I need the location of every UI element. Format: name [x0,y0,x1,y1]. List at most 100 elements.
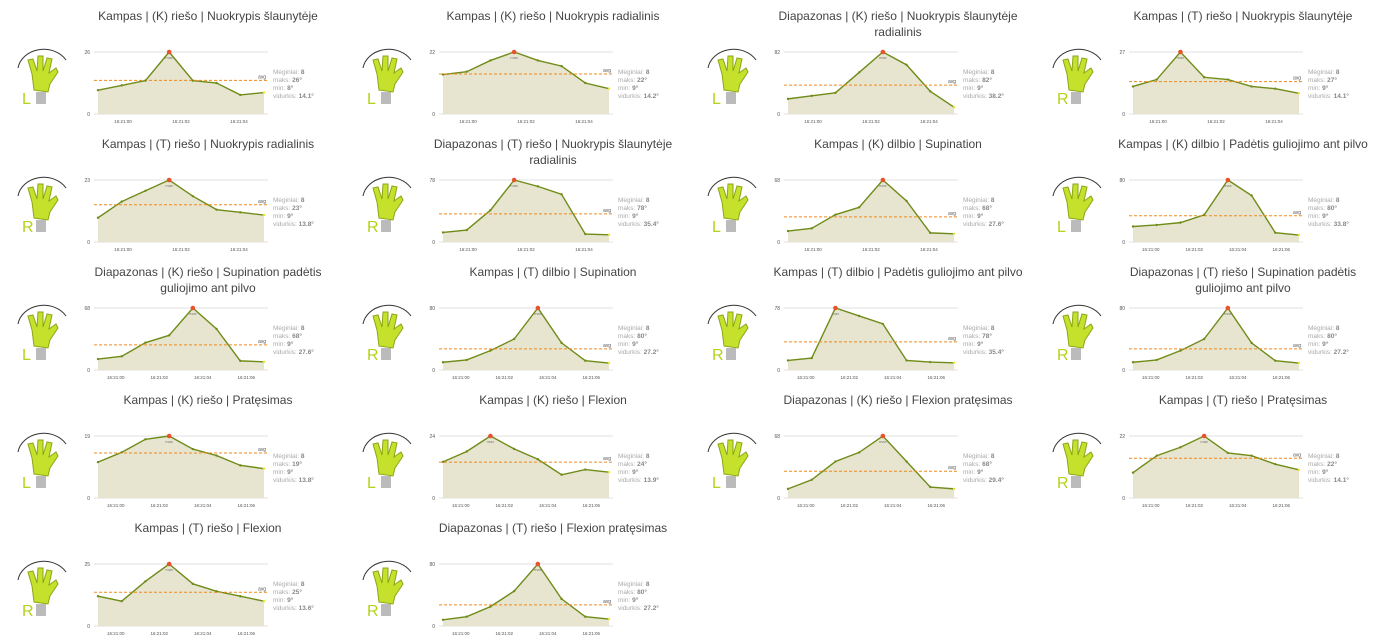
stat: maks: 80° [618,588,647,596]
data-point [239,595,241,597]
data-point [512,50,517,55]
chart-title: Diapazonas | (T) riešo | Nuokrypis šlaun… [423,136,683,168]
stat: vidurkis: 14.1° [1308,92,1349,100]
wrist [381,604,391,616]
line-chart: 02216:21:0016:21:0216:21:04avgmaxMėginia… [425,44,687,128]
stat-label: Mėginiai: [1308,453,1334,460]
max-label: max [165,183,173,188]
data-point [929,232,931,234]
data-point [1178,50,1183,55]
stat-label: Mėginiai: [1308,325,1334,332]
hand [1063,184,1093,220]
stat-label: maks: [618,461,636,468]
x-tick-label: 16:21:00 [107,503,125,508]
average-label: avg [258,199,266,205]
x-tick-label: 16:21:04 [1229,375,1247,380]
hand [373,184,403,220]
stat-value: 13.6° [299,604,315,612]
data-point [787,230,789,232]
chart-panel: Kampas | (K) riešo | Nuokrypis šlaunytėj… [0,0,345,128]
data-point [263,214,265,216]
chart-panel: Diapazonas | (K) riešo | Nuokrypis šlaun… [690,0,1035,128]
stat: Mėginiai: 8 [618,581,650,588]
stat-label: min: [1308,85,1320,92]
data-point [881,50,886,55]
stat-label: maks: [273,205,291,212]
data-point [1274,463,1276,465]
y-tick-label: 80 [1119,306,1125,312]
max-label: max [879,55,887,60]
data-point [536,562,541,567]
data-point [489,59,491,61]
stat: min: 9° [618,212,639,220]
stat-value: 38.2° [989,92,1005,100]
data-point [167,178,172,183]
chart-panel: Kampas | (T) riešo | Nuokrypis šlaunytėj… [1035,0,1380,128]
data-point [239,94,241,96]
x-tick-label: 16:21:02 [840,375,858,380]
data-point [608,471,610,473]
stat: min: 9° [618,468,639,476]
data-point [192,448,194,450]
stat: min: 9° [618,340,639,348]
chart-title: Kampas | (K) riešo | Nuokrypis radialini… [423,8,683,24]
max-label: max [165,567,173,572]
chart-panel: Kampas | (T) riešo | Nuokrypis radialini… [0,128,345,256]
x-tick-label: 16:21:02 [150,503,168,508]
wrist [1071,220,1081,232]
stat: maks: 80° [1308,332,1337,340]
y-tick-label: 0 [432,240,435,246]
x-tick-label: 16:21:04 [575,119,593,124]
hand [718,312,748,348]
stat: vidurkis: 27.2° [1308,348,1349,356]
stat-value: 22° [637,76,647,84]
data-point [263,91,265,93]
stat-label: Mėginiai: [273,197,299,204]
x-tick-label: 16:21:04 [539,631,557,636]
stat: vidurkis: 33.8° [1308,220,1349,228]
stat: maks: 82° [963,76,992,84]
stat-label: maks: [1308,333,1326,340]
data-point [466,450,468,452]
data-point [1132,85,1134,87]
chart-title: Kampas | (T) riešo | Pratęsimas [1113,392,1373,408]
data-point [881,434,886,439]
chart-title: Kampas | (K) riešo | Pratęsimas [78,392,338,408]
average-label: avg [1293,452,1301,458]
x-tick-label: 16:21:02 [1185,247,1203,252]
stat: maks: 26° [273,76,302,84]
stat-value: 8 [1336,453,1340,460]
average-label: avg [258,586,266,592]
wrist [36,220,46,232]
x-tick-label: 16:21:02 [840,503,858,508]
stat-label: Mėginiai: [618,197,644,204]
stat-value: 68° [982,460,992,468]
chart-title: Kampas | (T) dilbio | Supination [423,264,683,280]
data-point [1274,232,1276,234]
data-point [1132,361,1134,363]
stat-label: vidurkis: [618,93,642,100]
stat-value: 9° [632,596,639,604]
stat-value: 13.9° [644,476,660,484]
stat: min: 9° [273,468,294,476]
data-point [144,580,146,582]
stat: maks: 68° [963,460,992,468]
hand [28,440,58,476]
limb-icon: L [353,422,423,492]
line-chart: 08216:21:0016:21:0216:21:04avgmaxMėginia… [770,44,1032,128]
stat-value: 8 [646,453,650,460]
stat-label: min: [1308,213,1320,220]
data-point [905,460,907,462]
stat-label: vidurkis: [273,477,297,484]
data-point [1179,349,1181,351]
x-tick-label: 16:21:02 [1185,375,1203,380]
stat-label: Mėginiai: [273,581,299,588]
stat: Mėginiai: 8 [963,453,995,460]
stat-value: 8 [1336,325,1340,332]
stat: Mėginiai: 8 [273,453,305,460]
stat-value: 8 [991,197,995,204]
stat: maks: 23° [273,204,302,212]
stat-value: 29.4° [989,476,1005,484]
stat-label: Mėginiai: [618,581,644,588]
max-label: max [165,55,173,60]
